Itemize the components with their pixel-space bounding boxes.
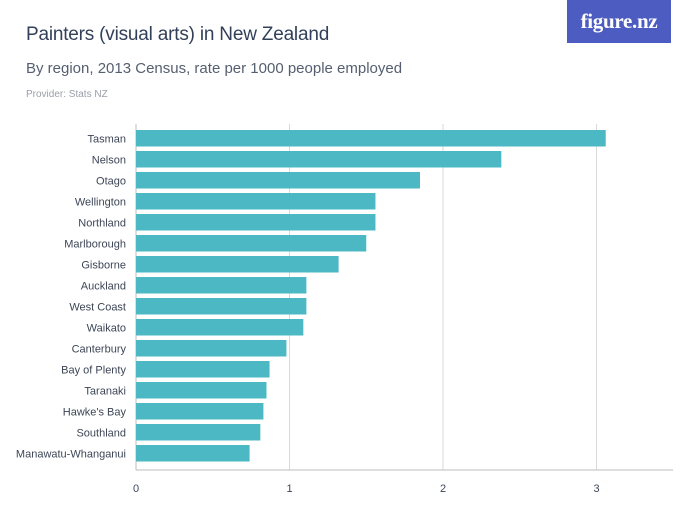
category-label: Manawatu-Whanganui [16, 448, 126, 460]
category-label: Northland [78, 217, 126, 229]
category-label: West Coast [69, 301, 126, 313]
bar-tasman[interactable] [136, 130, 606, 147]
bar-otago[interactable] [136, 172, 420, 189]
category-label: Nelson [92, 154, 126, 166]
category-label: Bay of Plenty [61, 364, 126, 376]
x-tick-label: 0 [133, 483, 139, 495]
bar-northland[interactable] [136, 214, 376, 231]
bar-marlborough[interactable] [136, 235, 367, 252]
category-label: Otago [96, 175, 126, 187]
bar-auckland[interactable] [136, 277, 307, 294]
x-tick-label: 2 [440, 483, 446, 495]
category-label: Southland [76, 427, 126, 439]
bar-canterbury[interactable] [136, 340, 287, 357]
category-label: Tasman [87, 133, 126, 145]
category-label: Hawke's Bay [63, 406, 127, 418]
bar-nelson[interactable] [136, 151, 502, 168]
bars [136, 130, 606, 462]
provider-note: Provider: Stats NZ [26, 89, 108, 100]
bar-manawatu-whanganui[interactable] [136, 445, 250, 462]
x-axis-ticks: 0 1 2 3 [133, 483, 600, 495]
bar-hawke-s-bay[interactable] [136, 403, 264, 420]
bar-bay-of-plenty[interactable] [136, 361, 270, 378]
category-labels: Tasman Nelson Otago Wellington Northland Marl… [16, 133, 127, 460]
category-label: Gisborne [81, 259, 126, 271]
category-label: Marlborough [64, 238, 126, 250]
x-tick-label: 1 [286, 483, 292, 495]
category-label: Waikato [87, 322, 126, 334]
category-label: Wellington [75, 196, 126, 208]
category-label: Auckland [81, 280, 126, 292]
bar-southland[interactable] [136, 424, 261, 441]
bar-taranaki[interactable] [136, 382, 267, 399]
chart-subtitle: By region, 2013 Census, rate per 1000 pe… [26, 60, 403, 77]
figure-nz-logo[interactable]: figure.nz [567, 0, 671, 43]
chart-title: Painters (visual arts) in New Zealand [26, 24, 330, 45]
x-tick-label: 3 [593, 483, 599, 495]
bar-wellington[interactable] [136, 193, 376, 210]
bar-waikato[interactable] [136, 319, 304, 336]
category-label: Taranaki [84, 385, 126, 397]
category-label: Canterbury [72, 343, 127, 355]
bar-gisborne[interactable] [136, 256, 339, 273]
bar-west-coast[interactable] [136, 298, 307, 315]
